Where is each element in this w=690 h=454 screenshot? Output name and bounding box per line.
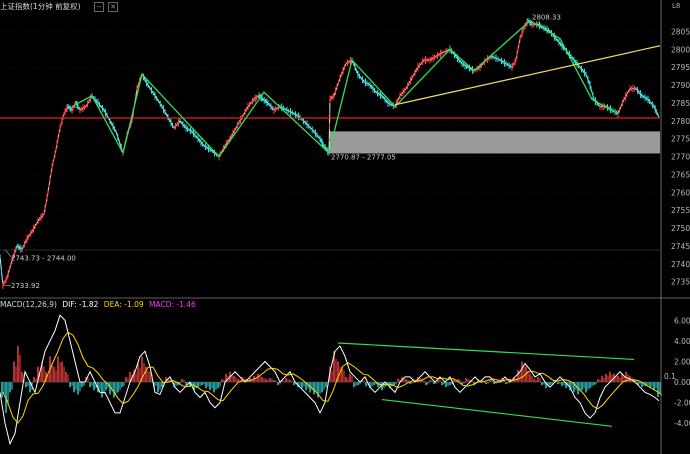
price-tick-label: 2800 bbox=[671, 45, 690, 54]
macd-tick-label: -4.00 bbox=[674, 419, 690, 428]
price-tick-label: 2795 bbox=[671, 63, 690, 72]
price-tick-label: 2805 bbox=[671, 27, 690, 36]
macd-current-value: 0.1 bbox=[664, 372, 676, 381]
gap-box-layer bbox=[329, 131, 660, 154]
divergence-lines-layer bbox=[337, 342, 635, 427]
dea-line bbox=[2, 331, 663, 424]
price-tick-label: 2780 bbox=[671, 117, 690, 126]
zigzag-layer bbox=[71, 19, 619, 158]
price-annotation: 2770.87 - 2777.05 bbox=[331, 153, 396, 161]
price-tick-label: 2755 bbox=[671, 206, 690, 215]
price-tick-label: 2785 bbox=[671, 99, 690, 108]
restore-icon[interactable]: ✕ bbox=[108, 2, 118, 12]
macd-tick-label: 6.00 bbox=[674, 316, 690, 325]
macd-tick-label: 0.00 bbox=[674, 378, 690, 387]
minimize-icon[interactable]: − bbox=[94, 2, 104, 12]
window-title: 上证指数(1分钟 前复权) bbox=[0, 2, 81, 11]
divergence-line bbox=[381, 398, 613, 427]
price-tick-label: 2765 bbox=[671, 170, 690, 179]
price-tick-label: 2735 bbox=[671, 278, 690, 287]
macd-histogram-layer bbox=[0, 346, 661, 413]
lock-label[interactable]: L8 bbox=[672, 2, 681, 10]
price-tick-label: 2745 bbox=[671, 242, 690, 251]
divergence-line bbox=[337, 342, 635, 361]
gap-box bbox=[329, 131, 660, 154]
price-tick-label: 2790 bbox=[671, 81, 690, 90]
price-tick-label: 2750 bbox=[671, 224, 690, 233]
annotation-leader bbox=[4, 249, 12, 257]
price-tick-label: 2775 bbox=[671, 135, 690, 144]
macd-value-legend: MACD: -1.46 bbox=[149, 300, 196, 309]
trendline bbox=[394, 45, 661, 106]
y-axis-layer: 2735 2740 2745 2750 2755 2760 2765 2770 2775 2780… bbox=[664, 27, 690, 428]
annotation-layer: 2808.33 2770.87 - 2777.05 2743.73 - 2744.0… bbox=[4, 14, 561, 290]
macd-tick-label: 2.00 bbox=[674, 357, 690, 366]
price-tick-label: 2770 bbox=[671, 153, 690, 162]
macd-lines-layer bbox=[0, 314, 663, 446]
price-annotation: 2733.92 bbox=[11, 282, 40, 290]
macd-tick-label: 4.00 bbox=[674, 337, 690, 346]
price-tick-label: 2760 bbox=[671, 188, 690, 197]
zigzag-line bbox=[71, 19, 619, 158]
dea-legend: DEA: -1.09 bbox=[103, 300, 144, 309]
dif-line bbox=[0, 314, 660, 446]
macd-title: MACD(12,26,9) bbox=[0, 300, 57, 309]
price-grid bbox=[0, 31, 660, 282]
price-annotation: 2743.73 - 2744.00 bbox=[11, 254, 76, 262]
macd-tick-label: -2.00 bbox=[674, 399, 690, 408]
macd-legend: MACD(12,26,9) DIF: -1.82 DEA: -1.09 MACD… bbox=[0, 300, 196, 309]
dif-legend: DIF: -1.82 bbox=[62, 300, 99, 309]
price-tick-label: 2740 bbox=[671, 260, 690, 269]
price-annotation: 2808.33 bbox=[532, 14, 561, 22]
trendline-layer bbox=[394, 45, 661, 106]
